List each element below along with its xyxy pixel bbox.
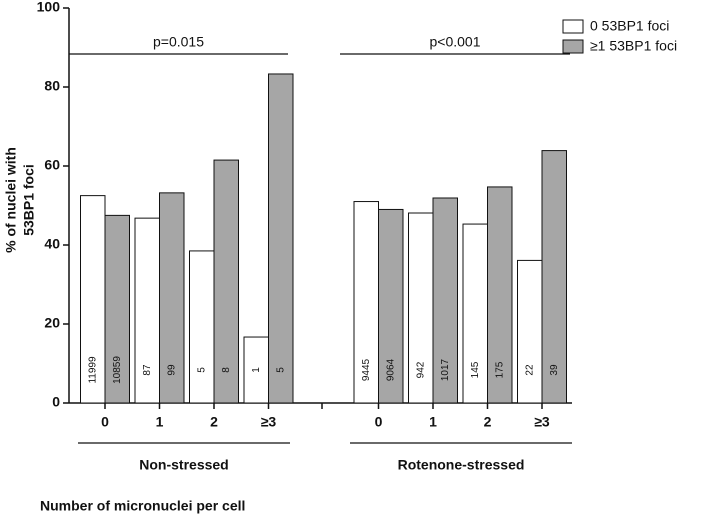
x-tick-label: 1 [429,414,437,430]
x-tick-label: 1 [156,414,164,430]
bar [462,223,488,404]
bar [159,192,185,404]
x-tick-label: ≥3 [261,414,277,430]
bar-count-label: 22 [524,364,535,376]
x-axis-title: Number of micronuclei per cell [40,498,245,514]
bar-count-label: 5 [275,367,286,373]
y-tick-label: 100 [37,0,61,15]
bar [541,150,567,404]
bar [213,159,239,404]
bar-count-label: 1017 [440,358,451,381]
y-tick-label: 80 [44,78,60,94]
bar-count-label: 99 [166,364,177,376]
legend-swatch [562,39,584,54]
bar [378,208,404,404]
bar [243,336,269,404]
bar [432,197,458,404]
bar-count-label: 5 [196,367,207,373]
bar-count-label: 9064 [385,358,396,381]
bar-count-label: 8 [221,367,232,373]
bar-count-label: 87 [142,364,153,376]
group-label: Rotenone-stressed [398,457,525,473]
group-label: Non-stressed [139,457,228,473]
bar-count-label: 11999 [87,356,98,384]
x-tick-label: 2 [210,414,218,430]
bar-count-label: 1 [251,367,262,373]
y-axis-title: % of nuclei with [3,147,19,253]
y-tick-label: 20 [44,315,60,331]
y-tick-label: 40 [44,236,60,252]
bar [80,195,106,404]
x-tick-label: ≥3 [534,414,550,430]
bar-count-label: 39 [549,364,560,376]
bar [268,73,294,404]
legend-label: ≥1 53BP1 foci [590,38,677,54]
bar-count-label: 10859 [112,356,123,384]
bar-count-label: 9445 [361,358,372,381]
legend-swatch [562,19,584,34]
bar-count-label: 145 [470,361,481,378]
bar [189,250,215,404]
bar-count-label: 942 [415,361,426,378]
y-tick-label: 0 [52,394,60,410]
legend-label: 0 53BP1 foci [590,18,669,34]
annotation: p=0.015 [153,34,204,50]
x-tick-label: 0 [375,414,383,430]
bar [487,186,513,404]
y-axis-title: 53BP1 foci [21,164,37,236]
y-tick-label: 60 [44,157,60,173]
x-tick-label: 0 [101,414,109,430]
bar-count-label: 175 [494,361,505,378]
x-tick-label: 2 [484,414,492,430]
bar [104,214,130,404]
annotation: p<0.001 [430,34,481,50]
bar [517,259,543,404]
